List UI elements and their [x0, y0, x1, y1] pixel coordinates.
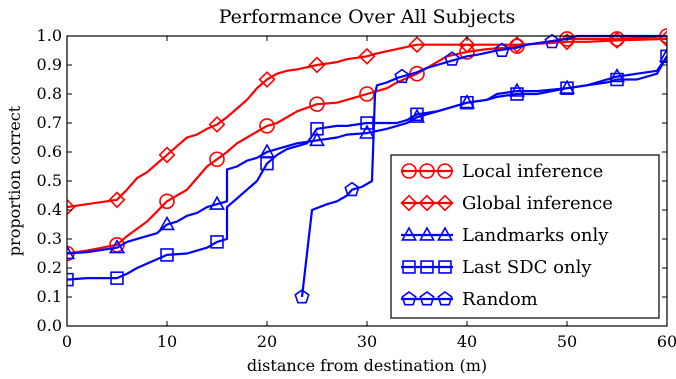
x-axis-label: distance from destination (m): [247, 356, 487, 375]
y-tick-label: 0.6: [37, 142, 62, 161]
data-point-landmarks-only: [359, 124, 375, 139]
data-point-global-inference: [308, 56, 326, 74]
data-point-global-inference: [358, 47, 376, 65]
legend-item-landmarks-only: Landmarks only: [401, 225, 609, 246]
legend-marker: [419, 163, 435, 179]
legend-marker: [437, 291, 453, 306]
legend-item-random: Random: [401, 289, 538, 310]
data-point-last-sdc-only: [160, 248, 174, 262]
legend-label: Landmarks only: [462, 225, 609, 246]
y-axis-label: proportion correct: [5, 105, 24, 256]
y-tick-label: 0.1: [37, 287, 62, 306]
y-tick-label: 0.8: [37, 84, 62, 103]
y-tick-label: 0.0: [37, 316, 62, 335]
legend: Local inference Global inference Landmarks…: [390, 154, 660, 319]
legend-item-global-inference: Global inference: [400, 193, 613, 214]
legend-marker: [419, 226, 435, 241]
data-point-landmarks-only: [309, 131, 325, 147]
data-point-global-inference: [408, 36, 426, 54]
data-point-last-sdc-only: [460, 95, 474, 110]
data-point-last-sdc-only: [260, 156, 274, 171]
legend-marker: [400, 194, 418, 212]
y-tick-label: 0.7: [37, 113, 62, 132]
legend-marker: [436, 194, 454, 212]
data-point-global-inference: [208, 115, 226, 133]
y-tick-label: 0.5: [37, 171, 62, 190]
x-tick-label: 50: [557, 332, 577, 351]
data-point-global-inference: [108, 191, 126, 209]
data-point-global-inference: [258, 71, 276, 88]
data-point-local-inference: [309, 96, 325, 112]
legend-marker: [419, 291, 435, 306]
x-tick-label: 30: [357, 332, 377, 351]
data-point-landmarks-only: [158, 215, 176, 231]
y-tick-label: 0.3: [37, 229, 62, 248]
series-line-last-sdc-only: [67, 55, 667, 281]
data-point-last-sdc-only: [310, 122, 324, 136]
data-point-global-inference: [458, 36, 476, 54]
legend-label: Local inference: [462, 161, 603, 182]
legend-marker: [402, 260, 416, 274]
legend-marker: [401, 291, 417, 306]
data-point-random: [344, 181, 360, 197]
series-random: [294, 33, 667, 304]
data-point-landmarks-only: [609, 67, 625, 83]
data-point-global-inference: [67, 198, 76, 216]
axis-ticks: 0 10 20 30 40 50 60 0.0 0.1 0.2 0.3 0.4 0.5 0.6 0.7 0.8…: [37, 26, 676, 351]
y-tick-label: 0.4: [37, 200, 62, 219]
legend-item-last-sdc-only: Last SDC only: [401, 257, 592, 278]
data-point-local-inference: [259, 118, 275, 134]
data-point-random: [544, 33, 560, 49]
data-point-random: [294, 289, 310, 304]
data-point-last-sdc-only: [510, 87, 524, 101]
legend-marker: [420, 260, 434, 274]
data-point-landmarks-only: [509, 82, 525, 97]
x-tick-label: 20: [257, 332, 277, 351]
legend-label: Random: [462, 289, 538, 310]
series-layer: [67, 28, 667, 304]
data-point-landmarks-only: [108, 239, 126, 254]
data-point-random: [394, 68, 410, 84]
x-tick-label: 0: [62, 332, 72, 351]
legend-item-local-inference: Local inference: [401, 161, 603, 182]
legend-label: Global inference: [462, 193, 613, 214]
x-tick-label: 40: [457, 332, 477, 351]
data-point-random: [494, 42, 510, 58]
legend-marker: [401, 226, 417, 241]
legend-box: [390, 154, 660, 319]
legend-marker: [401, 163, 417, 179]
data-point-local-inference: [159, 193, 175, 210]
x-tick-label: 10: [157, 332, 177, 351]
legend-marker: [418, 194, 436, 212]
data-point-last-sdc-only: [560, 81, 574, 95]
y-tick-label: 0.9: [37, 55, 62, 74]
legend-marker: [437, 226, 453, 241]
data-point-last-sdc-only: [410, 107, 424, 122]
data-point-global-inference: [158, 146, 176, 164]
legend-label: Last SDC only: [462, 257, 592, 278]
y-tick-label: 1.0: [37, 26, 62, 45]
data-point-local-inference: [209, 151, 225, 168]
data-point-global-inference: [608, 31, 626, 49]
x-tick-label: 60: [657, 332, 676, 351]
legend-marker: [438, 260, 452, 274]
data-point-global-inference: [508, 36, 526, 54]
data-point-landmarks-only: [659, 47, 667, 63]
data-point-last-sdc-only: [610, 72, 624, 87]
chart-title: Performance Over All Subjects: [219, 6, 516, 28]
series-line-random: [300, 34, 667, 298]
data-point-random: [444, 51, 460, 66]
data-point-last-sdc-only: [67, 272, 74, 287]
data-point-last-sdc-only: [110, 271, 124, 285]
y-tick-label: 0.2: [37, 258, 62, 277]
data-point-landmarks-only: [208, 195, 226, 210]
data-point-last-sdc-only: [210, 235, 224, 249]
legend-marker: [437, 163, 453, 179]
